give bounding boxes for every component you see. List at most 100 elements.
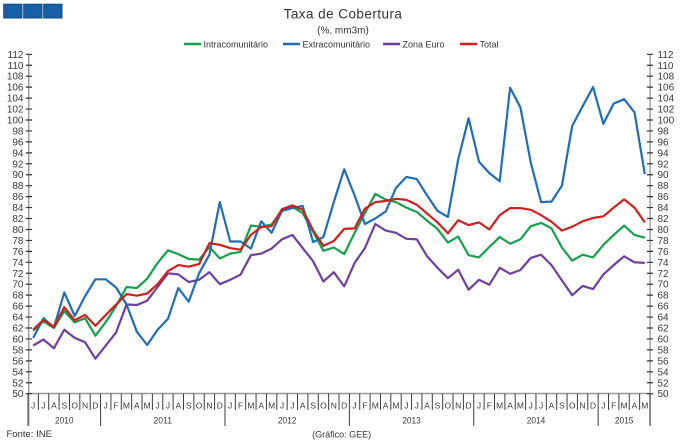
svg-text:A: A (300, 400, 306, 410)
svg-text:50: 50 (12, 389, 24, 400)
svg-text:N: N (82, 400, 88, 410)
svg-text:D: D (466, 400, 472, 410)
svg-text:M: M (392, 400, 399, 410)
svg-text:A: A (424, 400, 430, 410)
svg-text:(%, mm3m): (%, mm3m) (317, 26, 369, 37)
svg-text:58: 58 (658, 345, 670, 356)
svg-text:D: D (217, 400, 223, 410)
svg-text:80: 80 (12, 225, 24, 236)
svg-text:2012: 2012 (278, 416, 297, 427)
svg-text:A: A (383, 400, 389, 410)
svg-text:N: N (580, 400, 586, 410)
svg-text:A: A (632, 400, 638, 410)
svg-text:M: M (641, 400, 648, 410)
svg-text:Taxa de Cobertura: Taxa de Cobertura (284, 7, 403, 22)
svg-text:58: 58 (12, 345, 24, 356)
svg-text:106: 106 (7, 83, 24, 94)
svg-text:J: J (104, 400, 108, 410)
svg-text:D: D (341, 400, 347, 410)
svg-text:96: 96 (12, 137, 24, 148)
svg-text:D: D (590, 400, 596, 410)
svg-text:50: 50 (658, 389, 670, 400)
svg-text:M: M (621, 400, 628, 410)
svg-text:2011: 2011 (154, 416, 173, 427)
svg-text:74: 74 (12, 258, 24, 269)
svg-text:J: J (477, 400, 481, 410)
svg-text:78: 78 (658, 236, 670, 247)
svg-text:F: F (487, 400, 492, 410)
svg-text:56: 56 (12, 356, 24, 367)
svg-text:M: M (372, 400, 379, 410)
svg-text:72: 72 (658, 269, 670, 280)
svg-text:52: 52 (12, 378, 24, 389)
svg-text:S: S (186, 400, 192, 410)
svg-text:88: 88 (12, 181, 24, 192)
svg-text:88: 88 (658, 181, 670, 192)
svg-text:82: 82 (658, 214, 670, 225)
svg-text:J: J (404, 400, 408, 410)
svg-text:A: A (134, 400, 140, 410)
svg-text:110: 110 (658, 61, 674, 72)
svg-text:60: 60 (12, 334, 24, 345)
svg-text:82: 82 (12, 214, 24, 225)
svg-text:M: M (144, 400, 151, 410)
svg-text:100: 100 (658, 115, 675, 126)
svg-text:100: 100 (7, 115, 24, 126)
svg-text:62: 62 (12, 324, 24, 335)
svg-text:102: 102 (658, 105, 675, 116)
svg-text:J: J (280, 400, 284, 410)
svg-text:O: O (320, 400, 327, 410)
svg-text:2014: 2014 (527, 416, 546, 427)
svg-text:N: N (455, 400, 461, 410)
svg-text:A: A (258, 400, 264, 410)
svg-text:F: F (611, 400, 616, 410)
svg-text:J: J (529, 400, 533, 410)
svg-text:94: 94 (12, 148, 24, 159)
svg-text:J: J (41, 400, 45, 410)
svg-text:78: 78 (12, 236, 24, 247)
svg-text:J: J (601, 400, 605, 410)
svg-text:D: D (92, 400, 98, 410)
svg-text:F: F (238, 400, 243, 410)
svg-text:54: 54 (658, 367, 670, 378)
svg-text:92: 92 (658, 159, 670, 170)
svg-text:S: S (559, 400, 565, 410)
svg-text:J: J (166, 400, 170, 410)
svg-text:110: 110 (8, 61, 24, 72)
svg-text:J: J (31, 400, 35, 410)
svg-text:M: M (247, 400, 254, 410)
svg-text:F: F (114, 400, 119, 410)
svg-text:2013: 2013 (402, 416, 421, 427)
svg-text:A: A (549, 400, 555, 410)
svg-text:J: J (228, 400, 232, 410)
svg-text:J: J (155, 400, 159, 410)
svg-text:66: 66 (658, 302, 670, 313)
svg-text:M: M (268, 400, 275, 410)
svg-text:96: 96 (658, 137, 670, 148)
svg-text:68: 68 (12, 291, 24, 302)
svg-text:J: J (352, 400, 356, 410)
svg-text:90: 90 (658, 170, 670, 181)
svg-text:84: 84 (12, 203, 24, 214)
svg-text:Fonte: INE: Fonte: INE (7, 429, 52, 440)
svg-text:52: 52 (658, 378, 670, 389)
svg-text:O: O (445, 400, 452, 410)
svg-text:108: 108 (658, 72, 675, 83)
svg-text:54: 54 (12, 367, 24, 378)
svg-text:60: 60 (658, 334, 670, 345)
svg-text:106: 106 (658, 83, 675, 94)
svg-text:94: 94 (658, 148, 670, 159)
svg-text:N: N (331, 400, 337, 410)
svg-text:N: N (206, 400, 212, 410)
svg-text:(Gráfico: GEE): (Gráfico: GEE) (312, 429, 371, 439)
svg-text:86: 86 (658, 192, 670, 203)
svg-text:90: 90 (12, 170, 24, 181)
svg-text:O: O (196, 400, 203, 410)
svg-text:64: 64 (658, 313, 670, 324)
svg-text:Extracomunitário: Extracomunitário (303, 39, 371, 49)
svg-text:M: M (123, 400, 130, 410)
svg-text:62: 62 (658, 324, 670, 335)
svg-text:O: O (569, 400, 576, 410)
svg-text:98: 98 (658, 126, 670, 137)
svg-text:76: 76 (658, 247, 670, 258)
